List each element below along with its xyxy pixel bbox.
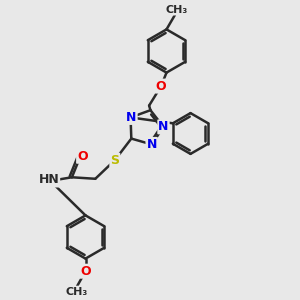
Text: CH₃: CH₃ bbox=[165, 4, 188, 15]
Text: N: N bbox=[126, 111, 137, 124]
Text: S: S bbox=[110, 154, 119, 167]
Text: N: N bbox=[146, 138, 157, 151]
Text: O: O bbox=[156, 80, 167, 93]
Text: O: O bbox=[80, 265, 91, 278]
Text: N: N bbox=[158, 120, 169, 134]
Text: CH₃: CH₃ bbox=[66, 286, 88, 297]
Text: HN: HN bbox=[38, 173, 59, 187]
Text: O: O bbox=[77, 150, 88, 163]
